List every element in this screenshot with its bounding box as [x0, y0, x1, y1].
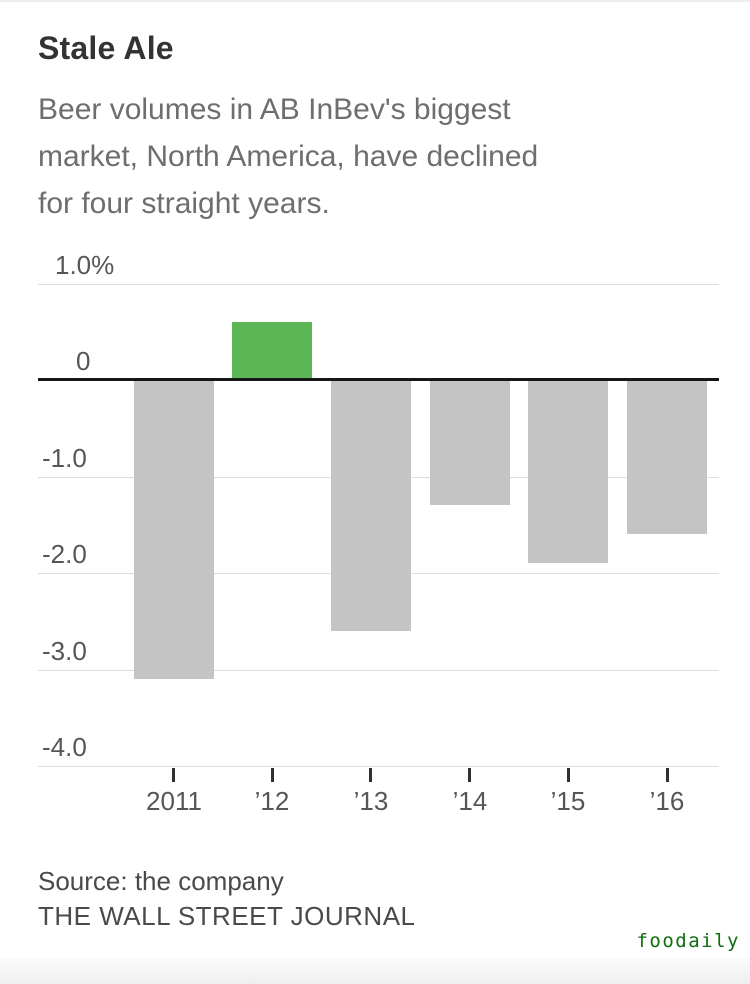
x-axis-tick-16 [666, 768, 669, 782]
bar-16 [627, 380, 707, 534]
watermark-text: foodaily [636, 930, 740, 952]
x-axis-tick-15 [567, 768, 570, 782]
gridline-1.0 [38, 284, 719, 285]
x-axis-label-12: ’12 [254, 786, 290, 816]
y-axis-label--4.0: -4.0 [42, 732, 87, 762]
gridline--3.0 [38, 670, 719, 671]
bar-12 [232, 322, 312, 380]
chart-title: Stale Ale [38, 30, 174, 66]
y-axis-label--2.0: -2.0 [42, 539, 87, 569]
top-edge-divider [0, 0, 750, 2]
bar-15 [528, 380, 608, 563]
y-axis-label--3.0: -3.0 [42, 636, 87, 666]
gridline--4.0 [38, 766, 719, 767]
credit-line: THE WALL STREET JOURNAL [38, 901, 416, 931]
bar-2011 [134, 380, 214, 679]
x-axis-label-16: ’16 [649, 786, 685, 816]
x-axis-label-2011: 2011 [146, 786, 202, 816]
x-axis-tick-2011 [172, 768, 175, 782]
x-axis-tick-13 [369, 768, 372, 782]
bottom-strip [0, 958, 750, 984]
x-axis-label-15: ’15 [550, 786, 586, 816]
chart-subtitle: Beer volumes in AB InBev's biggest marke… [38, 86, 538, 227]
bar-13 [331, 380, 411, 631]
source-note: Source: the company [38, 866, 284, 896]
y-axis-label-0: 0 [76, 346, 91, 376]
x-axis-tick-14 [468, 768, 471, 782]
zero-axis-line [38, 378, 719, 381]
chart-subtitle-line: Beer volumes in AB InBev's biggest [38, 93, 511, 126]
y-axis-label-1.0: 1.0% [55, 250, 115, 280]
chart-subtitle-line: market, North America, have declined [38, 140, 539, 173]
chart-subtitle-line: for four straight years. [38, 187, 330, 220]
y-axis-label--1.0: -1.0 [42, 443, 87, 473]
bar-14 [430, 380, 510, 505]
x-axis-label-13: ’13 [353, 786, 389, 816]
x-axis-label-14: ’14 [452, 786, 488, 816]
x-axis-tick-12 [271, 768, 274, 782]
